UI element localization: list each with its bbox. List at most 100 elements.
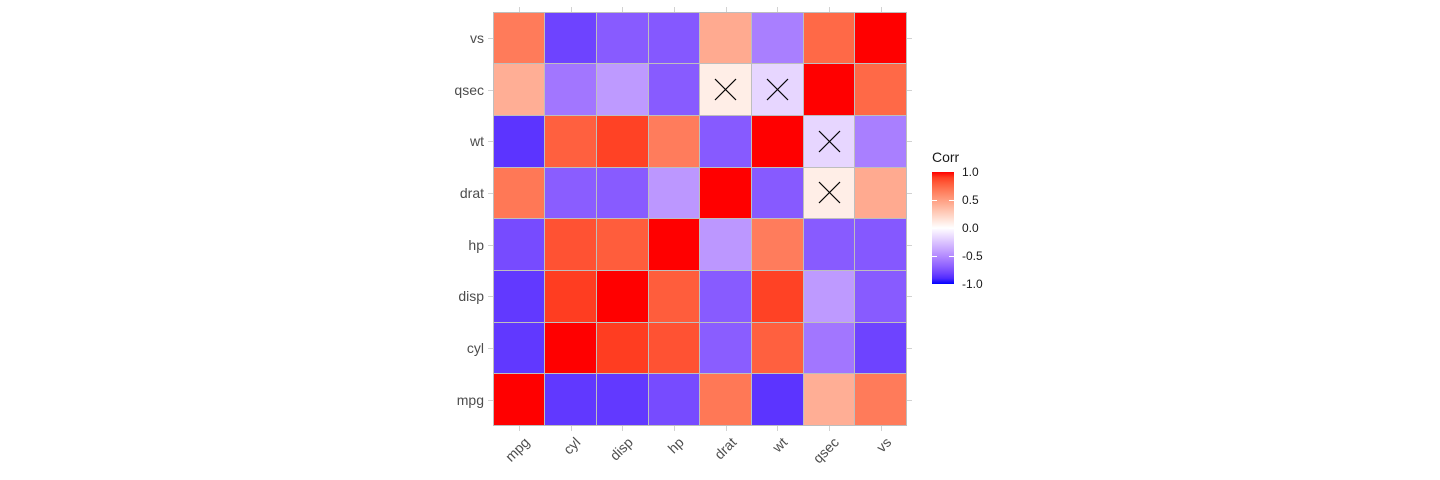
corr-cell-hp-hp: [648, 218, 700, 271]
x-axis-label-text: disp: [606, 434, 636, 464]
axis-tick: [570, 425, 572, 431]
axis-tick: [488, 37, 493, 39]
corr-cell-drat-cyl: [544, 167, 597, 219]
corr-cell-mpg-mpg: [493, 373, 545, 426]
corr-cell-vs-hp: [648, 12, 700, 64]
corr-cell-drat-wt: [751, 167, 804, 219]
corr-cell-disp-vs: [854, 270, 907, 323]
corr-cell-qsec-hp: [648, 63, 700, 116]
corr-cell-vs-disp: [596, 12, 649, 64]
axis-tick: [488, 141, 493, 143]
corr-cell-wt-vs: [854, 115, 907, 168]
corr-cell-cyl-cyl: [544, 322, 597, 374]
corr-cell-hp-disp: [596, 218, 649, 271]
corr-cell-mpg-hp: [648, 373, 700, 426]
corr-cell-cyl-drat: [699, 322, 752, 374]
axis-tick: [622, 425, 624, 431]
legend-tick-label: 0.5: [962, 193, 979, 207]
corr-cell-wt-disp: [596, 115, 649, 168]
corr-cell-qsec-cyl: [544, 63, 597, 116]
axis-tick: [777, 7, 779, 12]
corr-cell-wt-mpg: [493, 115, 545, 168]
y-axis-label-drat: drat: [459, 184, 484, 201]
corr-cell-disp-qsec: [803, 270, 855, 323]
colorbar-tick-mark: [949, 256, 954, 257]
x-axis-label-text: drat: [710, 434, 739, 463]
legend-tick-label: 1.0: [962, 165, 979, 179]
corr-cell-disp-cyl: [544, 270, 597, 323]
corr-cell-cyl-vs: [854, 322, 907, 374]
cell-outline-horizontal: [493, 270, 907, 271]
colorbar-legend: Corr 1.0 0.5 0.0 -0.5 -1.0: [932, 149, 983, 291]
axis-tick: [777, 425, 779, 431]
legend-tick-label: -1.0: [962, 277, 983, 291]
cell-outline-horizontal: [493, 425, 907, 427]
y-axis-label-cyl: cyl: [466, 340, 484, 357]
corr-cell-disp-disp: [596, 270, 649, 323]
corr-cell-drat-hp: [648, 167, 700, 219]
corr-cell-qsec-disp: [596, 63, 649, 116]
x-axis-label-text: wt: [769, 434, 791, 456]
axis-tick: [880, 425, 882, 431]
corr-cell-disp-wt: [751, 270, 804, 323]
corr-cell-vs-cyl: [544, 12, 597, 64]
axis-tick: [906, 348, 912, 350]
y-axis-label-vs: vs: [470, 29, 484, 46]
axis-tick: [673, 425, 675, 431]
corr-cell-hp-cyl: [544, 218, 597, 271]
axis-tick: [906, 89, 912, 91]
corr-cell-hp-drat: [699, 218, 752, 271]
axis-tick: [570, 7, 572, 12]
legend-tick-label: -0.5: [962, 249, 983, 263]
cell-outline-horizontal: [493, 373, 907, 375]
axis-tick: [518, 7, 520, 12]
corr-cell-vs-qsec: [803, 12, 855, 64]
axis-tick: [906, 296, 912, 298]
axis-tick: [906, 37, 912, 39]
corr-cell-mpg-vs: [854, 373, 907, 426]
corr-cell-drat-disp: [596, 167, 649, 219]
axis-tick: [488, 192, 493, 194]
corr-cell-mpg-disp: [596, 373, 649, 426]
axis-tick: [906, 399, 912, 401]
corr-cell-drat-drat: [699, 167, 752, 219]
corr-cell-vs-vs: [854, 12, 907, 64]
corr-cell-mpg-wt: [751, 373, 804, 426]
colorbar-tick-mark: [932, 200, 937, 201]
x-axis-label-text: hp: [664, 434, 688, 457]
corr-cell-hp-vs: [854, 218, 907, 271]
axis-tick: [906, 192, 912, 194]
cell-outline-horizontal: [493, 321, 907, 323]
corr-cell-mpg-qsec: [803, 373, 855, 426]
axis-tick: [488, 399, 493, 401]
colorbar-tick-mark: [949, 200, 954, 201]
axis-tick: [622, 7, 624, 12]
axis-tick: [906, 141, 912, 143]
corr-cell-qsec-mpg: [493, 63, 545, 116]
axis-tick: [673, 7, 675, 12]
corr-cell-drat-mpg: [493, 167, 545, 219]
corr-cell-wt-drat: [699, 115, 752, 168]
corr-cell-qsec-qsec: [803, 63, 855, 116]
corr-cell-disp-drat: [699, 270, 752, 323]
colorbar-tick-mark: [932, 256, 937, 257]
axis-tick: [829, 7, 831, 12]
corr-cell-mpg-drat: [699, 373, 752, 426]
y-axis-label-hp: hp: [468, 236, 484, 253]
cell-outline-vertical: [751, 12, 752, 426]
corr-cell-wt-qsec: [803, 115, 855, 168]
x-axis-label-text: qsec: [810, 434, 843, 467]
axis-tick: [488, 244, 493, 246]
corr-cell-cyl-wt: [751, 322, 804, 374]
corr-cell-drat-qsec: [803, 167, 855, 219]
corr-cell-cyl-disp: [596, 322, 649, 374]
y-axis-label-mpg: mpg: [456, 391, 484, 408]
axis-tick: [906, 244, 912, 246]
corr-cell-vs-drat: [699, 12, 752, 64]
corr-cell-wt-hp: [648, 115, 700, 168]
axis-tick: [829, 425, 831, 431]
cell-outline-vertical: [854, 12, 856, 426]
axis-tick: [725, 7, 727, 12]
colorbar-gradient: [932, 172, 954, 284]
